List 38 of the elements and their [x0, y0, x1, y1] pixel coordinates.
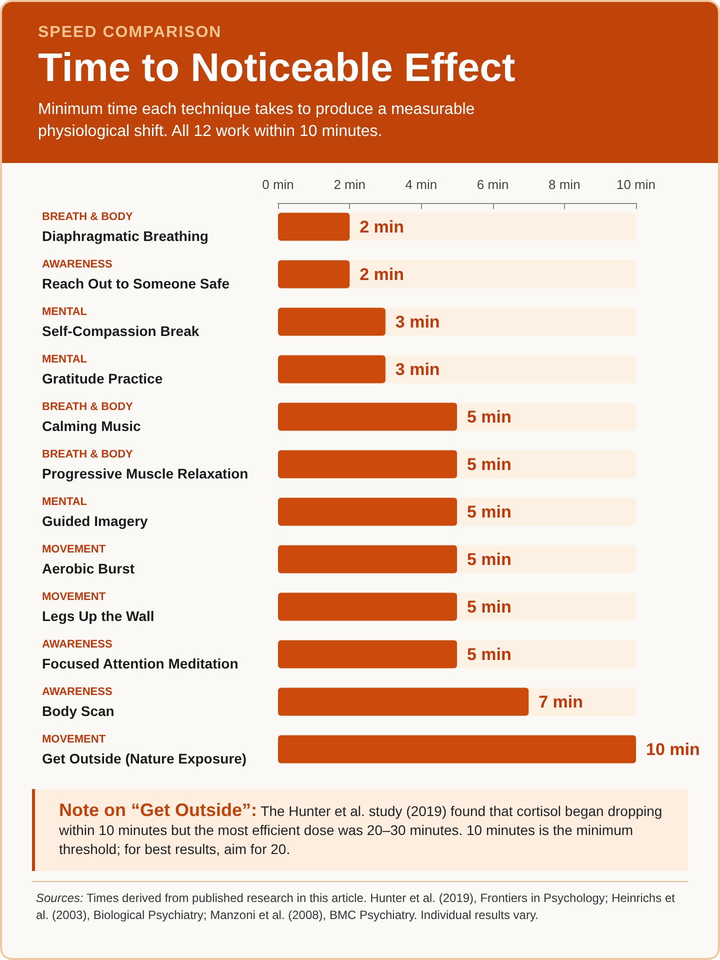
- x-tick-label: 6 min: [476, 177, 509, 192]
- data-label: 5 min: [467, 407, 512, 426]
- y-tick-label: MENTAL Guided Imagery: [42, 496, 148, 529]
- y-tick-label: AWARENESS Reach Out to Someone Safe: [42, 258, 230, 292]
- y-tick-label: BREATH & BODY Progressive Muscle Relaxation: [42, 448, 248, 482]
- bar: [278, 212, 350, 241]
- data-label: 10 min: [646, 740, 700, 759]
- data-label: 2 min: [360, 217, 404, 236]
- data-label: 5 min: [467, 644, 512, 664]
- bar: [278, 308, 386, 336]
- y-tick-label: BREATH & BODY Calming Music: [42, 400, 142, 434]
- text: Note on “Get Outside”: The Hunter et al. study (2019) found that cortisol began dropping within 10 minutes but the most efficient dose was 20–30 minutes. 10 minutes is the minimum threshold; for best results, aim for 20.: [59, 800, 662, 857]
- y-tick-label: MENTAL Gratitude Practice: [42, 353, 163, 386]
- x-tick-label: 0 min: [262, 177, 294, 192]
- y-tick-label: AWARENESS Body Scan: [42, 686, 114, 719]
- y-tick-label: MENTAL Self-Compassion Break: [42, 306, 200, 339]
- source-note: Sources: Times derived from published research in this article. Hunter et al. (2019), Frontiers in Psychology; Heinrichs et al. (2003), Biological Psychiatry; Manzoni et al. (2008), BMC Psychiatry. Individual results vary.: [32, 881, 688, 932]
- text: SPEED COMPARISON: [38, 24, 223, 42]
- x-tick-label: 8 min: [548, 177, 580, 192]
- y-tick-label: MOVEMENT Aerobic Burst: [42, 543, 135, 576]
- data-label: 5 min: [467, 502, 512, 522]
- data-label: 5 min: [467, 550, 512, 569]
- x-tick-label: 10 min: [616, 177, 656, 192]
- y-tick-label: BREATH & BODY Diaphragmatic Breathing: [42, 210, 208, 244]
- chart-title: Time to Noticeable Effect: [38, 46, 516, 91]
- chart-subtitle: Minimum time each technique takes to produce a measurable physiological shift. All 12 work within 10 minutes.: [38, 100, 476, 142]
- x-tick-label: 4 min: [405, 177, 438, 192]
- y-tick-label: MOVEMENT Legs Up the Wall: [42, 590, 154, 624]
- data-label: 3 min: [395, 312, 440, 332]
- data-label: 5 min: [467, 454, 512, 474]
- data-label: 5 min: [467, 597, 512, 616]
- bar: [278, 260, 350, 288]
- data-label: 3 min: [395, 360, 440, 379]
- y-tick-label: MOVEMENT Get Outside (Nature Exposure): [42, 733, 247, 766]
- y-tick-label: AWARENESS Focused Attention Meditation: [42, 638, 238, 672]
- x-tick-label: 2 min: [334, 177, 366, 192]
- data-label: 2 min: [360, 264, 404, 284]
- data-label: 7 min: [538, 692, 584, 712]
